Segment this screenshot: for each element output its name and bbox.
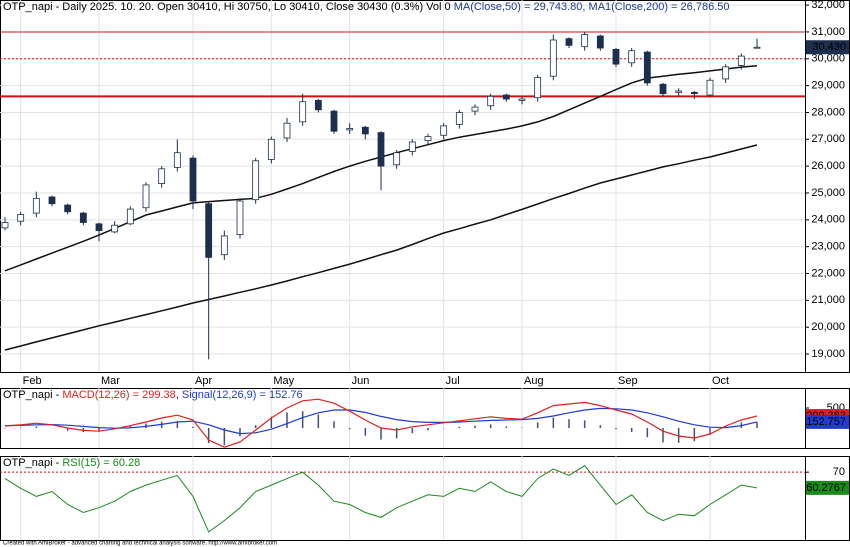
line — [4, 398, 758, 448]
candle-body — [471, 106, 479, 112]
title-part: OTP_napi - — [3, 457, 62, 469]
pane-title: OTP_napi - MACD(12,26) = 299.38, Signal(… — [3, 389, 303, 401]
candle-body — [142, 184, 150, 209]
candle-body — [173, 152, 181, 168]
candle-body — [628, 50, 636, 64]
y-tick-label: 31,000 — [811, 26, 845, 38]
candle-body — [330, 110, 338, 132]
pane-title: OTP_napi - RSI(15) = 60.28 — [3, 457, 140, 469]
title-part: , — [176, 389, 182, 401]
candle-body — [565, 38, 573, 46]
candle-body — [753, 46, 761, 49]
candle-body — [267, 138, 275, 160]
candle-body — [236, 200, 244, 235]
y-tick-label: 23,000 — [811, 241, 845, 253]
y-tick-label: 20,000 — [811, 321, 845, 333]
candle-body — [64, 204, 72, 213]
x-tick-label: Apr — [195, 375, 212, 387]
y-tick-label: 27,000 — [811, 133, 845, 145]
candle-body — [549, 39, 557, 77]
line — [4, 144, 758, 351]
y-tick-label: 21,000 — [811, 294, 845, 306]
y-tick-label: 29,000 — [811, 80, 845, 92]
y-tick-label: 25,000 — [811, 187, 845, 199]
y-tick-label: 24,000 — [811, 214, 845, 226]
candle-body — [722, 66, 730, 80]
candle-body — [440, 125, 448, 136]
x-tick-label: Mar — [101, 375, 120, 387]
y-tick-label: 22,000 — [811, 267, 845, 279]
candle-body — [252, 160, 260, 201]
candle-body — [643, 51, 651, 84]
candle-body — [314, 99, 322, 111]
candle-body — [220, 235, 228, 256]
value-marker-label: 152.757 — [806, 416, 846, 428]
pane-title: OTP_napi - Daily 2025. 10. 20. Open 3041… — [3, 1, 729, 13]
candle-body — [706, 79, 714, 96]
candle-body — [581, 34, 589, 48]
candle-body — [158, 168, 166, 184]
value-marker-label: 60.2767 — [806, 482, 846, 494]
y-tick-label: 32,000 — [811, 0, 845, 11]
title-part: MACD(12,26) = 299.38 — [62, 389, 175, 401]
candle-body — [205, 203, 213, 258]
title-part: Signal(12,26,9) = 152.76 — [182, 389, 303, 401]
candle-body — [283, 122, 291, 139]
candle-body — [487, 95, 495, 107]
candle-body — [48, 196, 56, 205]
value-marker-label: 30,430 — [812, 41, 846, 53]
candle-body — [534, 77, 542, 99]
pane-frame — [0, 456, 850, 541]
candle-body — [299, 101, 307, 123]
x-tick-label: Aug — [524, 375, 544, 387]
value-marker — [806, 40, 849, 55]
y-tick-label: 28,000 — [811, 106, 845, 118]
candle-body — [17, 214, 25, 222]
candle-body — [737, 55, 745, 66]
candle-body — [189, 157, 197, 202]
candle-body — [408, 141, 416, 152]
x-tick-label: Oct — [712, 375, 729, 387]
x-tick-label: Sep — [618, 375, 638, 387]
candle-body — [32, 197, 40, 214]
candle-body — [675, 90, 683, 93]
title-part: OTP_napi - — [3, 389, 62, 401]
x-tick-label: Feb — [23, 375, 42, 387]
candle-body — [79, 212, 87, 223]
pane-frame — [0, 0, 850, 373]
y-tick-label: 26,000 — [811, 160, 845, 172]
candle-body — [659, 83, 667, 95]
candle-body — [612, 48, 620, 65]
candle-body — [690, 91, 698, 95]
x-tick-label: Jul — [446, 375, 460, 387]
candle-body — [455, 112, 463, 125]
candle-body — [346, 128, 354, 131]
title-part: OTP_napi - Daily 2025. 10. 20. Open 3041… — [3, 1, 454, 13]
candle-body — [1, 222, 9, 229]
candle-body — [424, 136, 432, 142]
candle-body — [377, 132, 385, 167]
footer: Created with AmiBroker - advanced charti… — [3, 541, 277, 547]
candle-body — [393, 152, 401, 166]
candle-body — [95, 223, 103, 231]
candle-body — [126, 208, 134, 225]
y-tick-label: 30,000 — [811, 53, 845, 65]
candle-body — [111, 224, 119, 233]
y-tick-label: 70 — [833, 466, 845, 478]
line — [4, 465, 758, 533]
title-part: MA(Close,50) = 29,743.80, MA1(Close,200)… — [454, 1, 730, 13]
value-marker — [806, 414, 849, 429]
candle-body — [596, 35, 604, 49]
x-tick-label: Jun — [352, 375, 370, 387]
y-tick-label: 19,000 — [811, 348, 845, 360]
line — [4, 407, 758, 435]
candle-body — [518, 98, 526, 101]
x-tick-label: May — [273, 375, 294, 387]
title-part: RSI(15) = 60.28 — [62, 457, 140, 469]
candle-body — [361, 126, 369, 135]
candle-body — [502, 94, 510, 100]
value-marker — [806, 480, 849, 495]
